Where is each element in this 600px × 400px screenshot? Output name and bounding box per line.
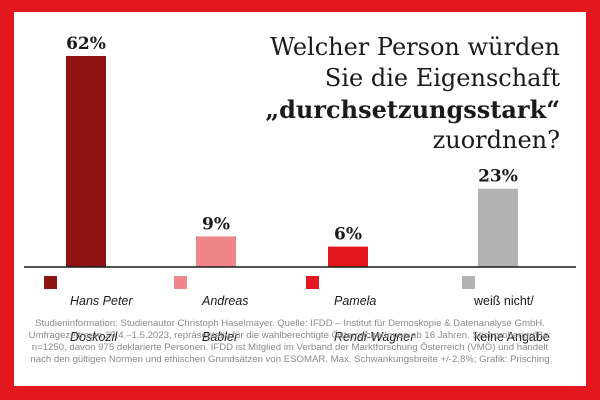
legend-swatch-babler: [174, 276, 187, 289]
chart-area: 62% 9% 6% 23% Welcher Person würden Sie die…: [14, 12, 586, 388]
title-line-4: zuordnen?: [432, 126, 560, 154]
legend-label-unknown-line2: keine Angabe: [474, 330, 550, 344]
legend-label-unknown: weiß nicht/ keine Angabe: [474, 274, 550, 346]
chart-title: Welcher Person würden Sie die Eigenschaf…: [230, 32, 560, 156]
legend-label-babler-line1: Andreas: [202, 294, 249, 308]
legend-label-rendi-wagner-line1: Pamela: [334, 294, 377, 308]
title-line-3: „durchsetzungsstark“: [265, 95, 560, 124]
legend-label-babler: Andreas Babler: [202, 274, 249, 346]
legend-label-unknown-line1: weiß nicht/: [474, 294, 534, 308]
legend-label-doskozil-line1: Hans Peter: [70, 294, 133, 308]
legend-label-doskozil-line2: Doskozil: [70, 330, 118, 344]
legend-label-doskozil: Hans Peter Doskozil: [70, 274, 133, 346]
legend-swatch-doskozil: [44, 276, 57, 289]
value-label-babler: 9%: [202, 214, 230, 234]
legend-swatch-rendi-wagner: [306, 276, 319, 289]
title-line-2: Sie die Eigenschaft: [324, 64, 560, 92]
legend-label-babler-line2: Babler: [202, 330, 239, 344]
title-line-1: Welcher Person würden: [270, 33, 560, 61]
bar-babler: [196, 236, 236, 267]
bar-chart: 62% 9% 6% 23%: [24, 34, 576, 289]
legend-label-rendi-wagner-line2: Rendi-Wagner: [334, 330, 415, 344]
bar-unknown: [478, 188, 518, 267]
value-label-unknown: 23%: [478, 167, 518, 187]
legend-swatch-unknown: [462, 276, 475, 289]
study-info-note: Studieninformation: Studienautor Christo…: [28, 318, 552, 365]
bar-doskozil: [66, 56, 106, 267]
value-label-rendi-wagner: 6%: [334, 225, 362, 245]
legend-label-rendi-wagner: Pamela Rendi-Wagner: [334, 274, 414, 346]
value-label-doskozil: 62%: [66, 34, 106, 54]
bar-rendi-wagner: [328, 246, 368, 267]
